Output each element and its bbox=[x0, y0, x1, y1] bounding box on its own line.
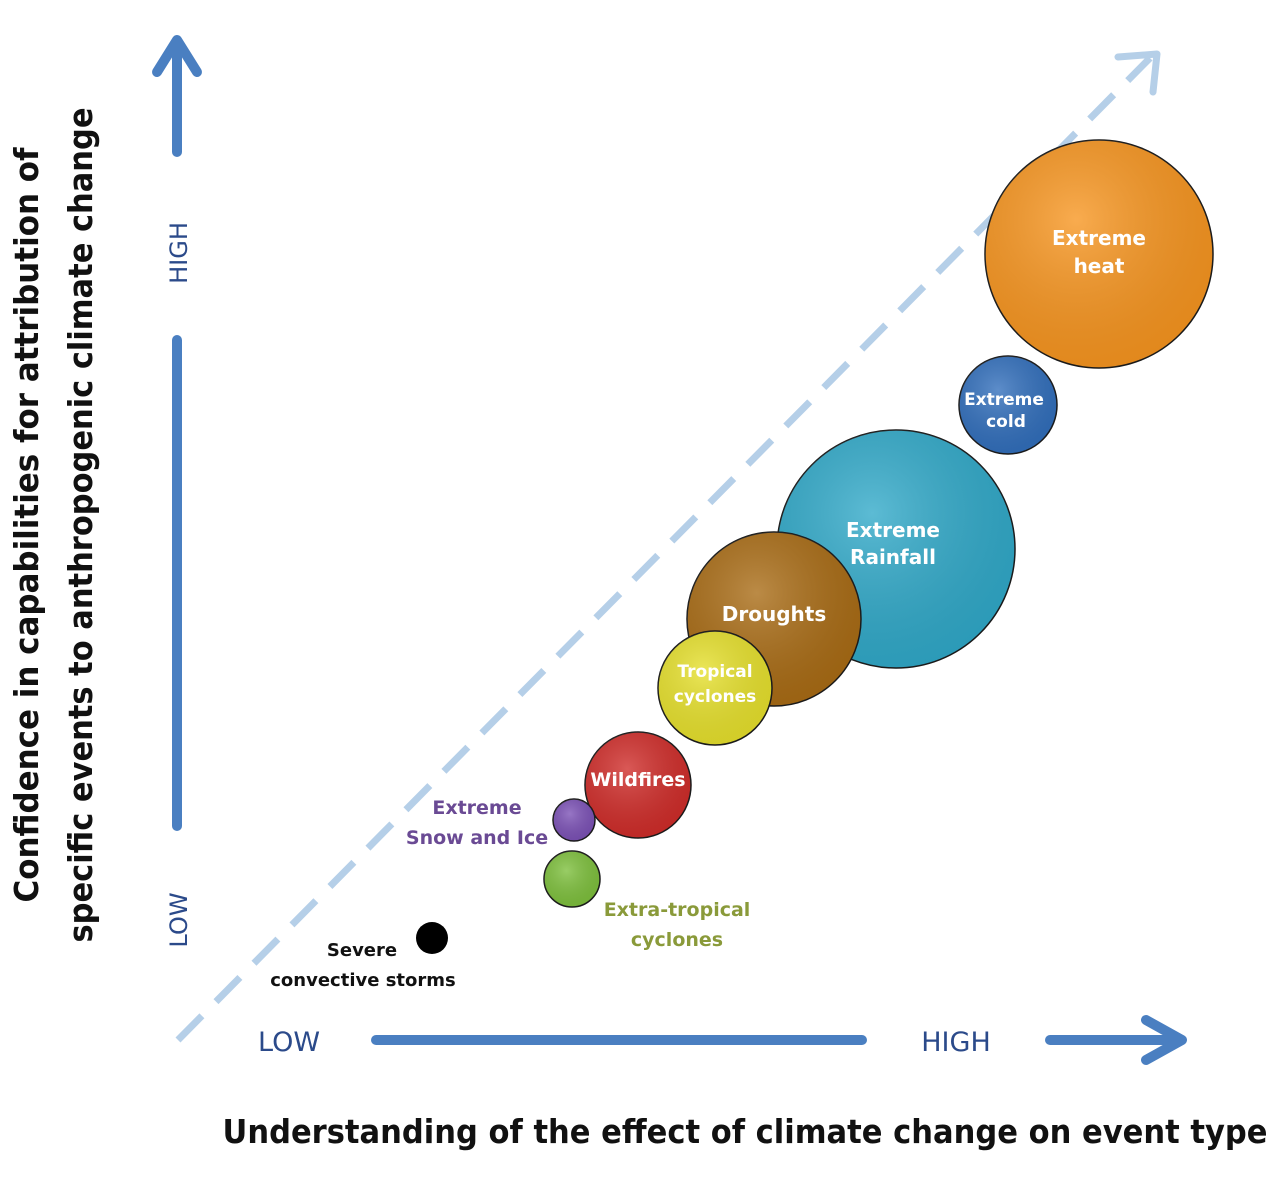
x-axis-high-label: HIGH bbox=[921, 1027, 991, 1058]
x-axis-low-label: LOW bbox=[258, 1027, 320, 1058]
bubble-severe-convective-storms: Severe convective storms bbox=[270, 922, 456, 991]
bubble-extreme-snow-and-ice-label-2: Snow and Ice bbox=[406, 827, 548, 849]
bubble-extreme-rainfall-label-1: Extreme bbox=[846, 518, 940, 542]
bubble-extreme-heat-label-1: Extreme bbox=[1052, 226, 1146, 250]
bubble-severe-convective-storms-label-2: convective storms bbox=[270, 970, 455, 991]
y-axis-title-line-1: Confidence in capabilities for attributi… bbox=[7, 147, 46, 903]
bubble-wildfires: Wildfires bbox=[584, 731, 692, 839]
bubble-severe-convective-storms-label-1: Severe bbox=[327, 940, 397, 961]
bubble-extreme-heat: Extreme heat bbox=[984, 139, 1214, 369]
bubble-tropical-cyclones: Tropical cyclones bbox=[657, 630, 773, 746]
bubble-extra-tropical-cyclones-label-2: cyclones bbox=[631, 929, 723, 951]
bubble-severe-convective-storms-circle bbox=[416, 922, 448, 954]
bubble-wildfires-label: Wildfires bbox=[590, 769, 685, 791]
bubble-extreme-snow-and-ice: Extreme Snow and Ice bbox=[406, 797, 596, 849]
bubble-tropical-cyclones-label-2: cyclones bbox=[674, 687, 757, 707]
diagonal-dashed-arrow bbox=[175, 50, 1161, 1043]
bubble-extreme-heat-label-2: heat bbox=[1074, 254, 1125, 278]
y-axis-high-label: HIGH bbox=[165, 222, 193, 284]
bubble-extreme-rainfall-label-2: Rainfall bbox=[850, 545, 936, 569]
y-axis-low-label: LOW bbox=[165, 892, 193, 947]
bubble-extreme-cold-label-2: cold bbox=[986, 412, 1026, 432]
bubble-extra-tropical-cyclones: Extra-tropical cyclones bbox=[543, 850, 751, 951]
bubble-extra-tropical-cyclones-label-1: Extra-tropical bbox=[604, 899, 751, 921]
x-axis-arrow bbox=[371, 1015, 1187, 1065]
bubble-extreme-cold-label-1: Extreme bbox=[964, 390, 1044, 410]
bubble-extreme-cold: Extreme cold bbox=[958, 355, 1058, 455]
bubble-tropical-cyclones-label-1: Tropical bbox=[677, 662, 752, 682]
bubble-droughts-label: Droughts bbox=[722, 602, 826, 626]
bubble-extreme-snow-and-ice-label-1: Extreme bbox=[432, 797, 521, 819]
y-axis-title-line-2: specific events to anthropogenic climate… bbox=[61, 108, 100, 943]
y-axis-arrow bbox=[152, 35, 202, 831]
x-axis-title: Understanding of the effect of climate c… bbox=[223, 1112, 1268, 1151]
